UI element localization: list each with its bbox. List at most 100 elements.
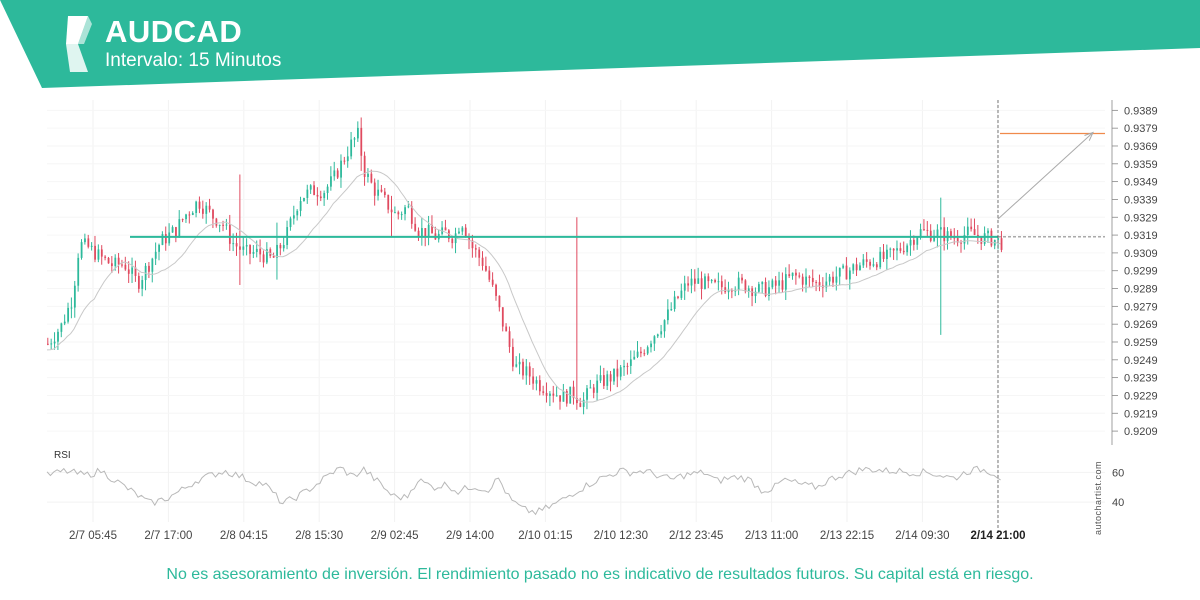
candle-body [343,160,346,162]
candle-body [319,196,322,199]
candle-body [771,280,774,288]
candle-body [262,254,265,263]
candle-body [656,334,659,337]
candle-body [919,229,922,238]
candle-body [714,280,717,282]
candle-body [660,331,663,335]
candle-body [811,277,814,283]
candle-body [464,227,467,237]
candle-body [603,375,605,386]
candle-body [727,290,730,293]
candle-body [1000,238,1003,250]
candle-body [808,276,811,278]
candle-body [474,248,477,250]
rsi-tick-label: 40 [1112,497,1124,509]
candle-body [222,224,225,226]
candle-body [677,296,679,298]
candle-body [276,244,278,258]
candle-body [538,380,541,392]
candle-body [380,189,383,192]
candle-body [835,276,838,283]
candle-body [552,393,555,396]
candle-body [485,265,487,271]
candle-body [815,282,818,284]
candle-body [825,281,828,288]
candle-body [444,227,447,231]
candle-body [454,233,457,244]
candle-body [195,201,198,213]
candle-body [549,393,551,396]
candle-body [245,245,248,247]
candle-body [114,257,117,267]
candle-body [761,282,764,285]
candle-body [390,209,393,213]
candle-body [906,245,909,253]
time-tick-label: 2/10 01:15 [518,530,572,542]
candle-body [923,229,925,231]
candle-body [862,259,865,266]
candle-body [357,127,359,139]
candle-body [737,277,740,290]
time-tick-label: 2/8 15:30 [295,530,343,542]
candle-body [205,205,208,214]
candle-body [336,170,339,178]
candle-body [410,206,413,224]
candle-body [296,210,299,216]
candle-body [943,227,946,242]
candle-body [838,267,841,277]
candle-body [532,376,535,384]
candle-body [185,214,187,220]
candle-body [599,375,602,381]
candle-body [158,244,161,252]
candle-body [929,230,932,241]
candle-body [788,274,791,277]
candle-body [107,257,110,264]
candle-body [508,331,511,347]
candle-body [778,280,781,286]
candle-body [848,270,851,280]
candle-body [933,237,936,241]
candle-body [724,287,727,293]
candle-body [225,224,228,226]
candle-body [373,182,376,196]
candle-body [865,259,868,262]
candle-body [313,185,316,195]
candle-body [137,275,140,289]
candle-body [505,326,508,332]
projection-arrow-line [997,132,1094,220]
candle-body [57,331,59,342]
candle-body [960,242,962,244]
candle-body [164,234,167,244]
rsi-line [46,465,1001,516]
candle-body [491,279,494,285]
candle-body [913,239,915,245]
candle-body [397,212,400,215]
candle-body [916,237,919,245]
candle-body [488,270,491,280]
candle-body [218,224,221,226]
candle-body [242,246,245,250]
candle-body [188,214,191,216]
candle-body [316,194,319,197]
time-tick-label: 2/9 14:00 [446,530,494,542]
candle-body [73,285,76,308]
moving-average-line [46,170,1001,403]
candle-body [875,264,878,268]
candle-body [744,280,747,292]
candle-body [963,235,966,244]
header-background [0,0,1200,88]
price-tick-label: 0.9369 [1124,141,1158,153]
candle-body [333,170,336,177]
candle-body [94,245,96,260]
price-tick-label: 0.9209 [1124,426,1158,438]
candle-body [758,284,760,292]
candle-body [670,309,673,311]
candle-body [249,245,251,254]
time-tick-label: 2/13 22:15 [820,530,874,542]
candle-body [643,353,646,355]
candle-body [269,249,272,257]
candle-body [400,214,403,216]
time-tick-label: 2/8 04:15 [220,530,268,542]
candle-body [367,173,369,177]
